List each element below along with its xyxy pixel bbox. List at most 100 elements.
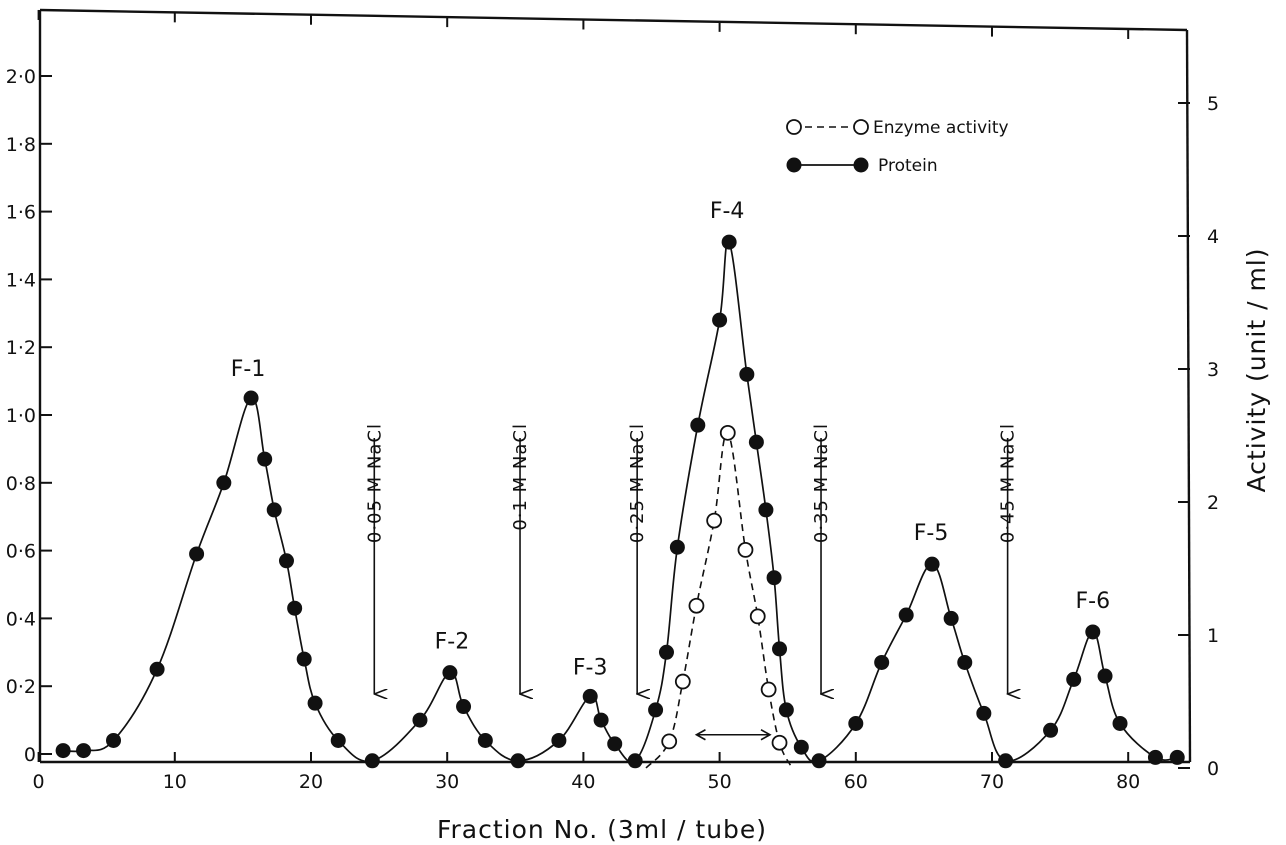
protein-point: [811, 753, 827, 769]
x-tick-label: 10: [163, 771, 187, 793]
right-y-tick-label: 3: [1207, 359, 1219, 381]
protein-point: [772, 641, 788, 657]
range-arrow-left-head: [694, 729, 706, 741]
left-y-tick-label: 0·6: [6, 541, 36, 563]
protein-point: [287, 600, 303, 616]
legend-protein-label: Protein: [878, 156, 938, 176]
left-y-tick-label: 0·4: [6, 608, 36, 630]
x-tick-label: 80: [1116, 771, 1140, 793]
enzyme-activity-point: [688, 597, 705, 614]
protein-point: [758, 502, 774, 518]
protein-point: [607, 736, 623, 752]
legend-enzyme-label: Enzyme activity: [873, 118, 1009, 138]
left-y-tick-label: 0: [24, 744, 36, 766]
protein-point: [278, 553, 294, 569]
protein-point: [1066, 671, 1082, 687]
protein-point: [1085, 624, 1101, 640]
peak-labels: F-1 F-2 F-3 F-4 F-5 F-6: [231, 199, 1110, 680]
peak-label: F-3: [573, 655, 608, 680]
enzyme-activity-point: [661, 733, 678, 750]
salt-arrow-label: 0·1 M NaCl: [510, 423, 531, 531]
protein-point: [1147, 749, 1163, 765]
protein-point: [456, 699, 472, 715]
protein-point: [106, 732, 122, 748]
protein-point: [669, 539, 685, 555]
protein-point: [712, 312, 728, 328]
range-arrow-right-head: [760, 729, 772, 741]
x-tick-label: 0: [33, 771, 45, 793]
plot-frame: [38, 8, 1192, 764]
protein-point: [848, 715, 864, 731]
protein-point: [551, 732, 567, 748]
x-tick-label: 40: [571, 771, 595, 793]
legend-enzyme-marker-left: [786, 119, 802, 135]
protein-point: [1097, 668, 1113, 684]
protein-point: [216, 475, 232, 491]
left-y-tick-label: 1·0: [6, 405, 36, 427]
x-axis-title: Fraction No. (3ml / tube): [437, 815, 767, 844]
protein-point: [1169, 749, 1185, 765]
protein-point: [55, 743, 71, 759]
protein-point: [364, 753, 380, 769]
protein-point: [412, 712, 428, 728]
protein-point: [739, 366, 755, 382]
protein-point: [296, 651, 312, 667]
enzyme-activity-point: [749, 608, 766, 625]
peak-label: F-1: [231, 357, 266, 382]
salt-arrow-label: 0·25 M NaCl: [627, 423, 648, 543]
left-y-tick-label: 2·0: [6, 66, 36, 88]
protein-point: [874, 654, 890, 670]
protein-point: [627, 753, 643, 769]
protein-point: [149, 661, 165, 677]
enzyme-activity-point: [760, 681, 777, 698]
right-y-axis-title: Activity (unit / ml): [1242, 248, 1271, 493]
enzyme-activity-point: [771, 734, 788, 751]
series-points: [55, 234, 1185, 769]
legend-enzyme-marker-right: [853, 119, 869, 135]
protein-point: [1112, 715, 1128, 731]
protein-point: [266, 502, 282, 518]
legend-protein-marker-right: [853, 157, 869, 173]
legend-protein-marker-left: [786, 157, 802, 173]
protein-point: [766, 570, 782, 586]
protein-point: [793, 739, 809, 755]
enzyme-activity-point: [719, 424, 736, 441]
peak-label: F-2: [435, 630, 470, 655]
axis-ticks: 0 10 20 30 40 50 60 70 8000·20·40·60·81·01·21·41…: [6, 9, 1219, 793]
peak-label: F-5: [914, 521, 949, 546]
right-y-tick-label: 0: [1207, 758, 1219, 780]
protein-point: [582, 688, 598, 704]
x-tick-label: 50: [708, 771, 732, 793]
left-y-tick-label: 1·4: [6, 269, 36, 291]
protein-point: [998, 753, 1014, 769]
protein-point: [307, 695, 323, 711]
x-tick-label: 20: [299, 771, 323, 793]
left-y-tick-label: 1·6: [6, 202, 36, 224]
protein-point: [721, 234, 737, 250]
protein-point: [976, 705, 992, 721]
right-y-tick-label: 1: [1207, 625, 1219, 647]
enzyme-activity-point: [674, 673, 691, 690]
x-tick-label: 70: [980, 771, 1004, 793]
salt-arrow-label: 0·35 M NaCl: [811, 423, 832, 543]
left-y-tick-label: 0·2: [6, 676, 36, 698]
x-tick-label: 60: [844, 771, 868, 793]
enzyme-activity-point: [737, 541, 754, 558]
protein-point: [243, 390, 259, 406]
protein-point: [189, 546, 205, 562]
salt-arrows: 0·05 M NaCl 0·1 M NaCl 0·25 M NaCl 0·35 M N…: [364, 423, 1018, 741]
right-y-tick-label: 2: [1207, 492, 1219, 514]
protein-point: [648, 702, 664, 718]
protein-point: [442, 665, 458, 681]
protein-point: [257, 451, 273, 467]
left-y-tick-label: 1·2: [6, 337, 36, 359]
protein-point: [510, 753, 526, 769]
protein-point: [748, 434, 764, 450]
protein-point: [477, 732, 493, 748]
protein-point: [898, 607, 914, 623]
left-y-tick-label: 0·8: [6, 473, 36, 495]
protein-point: [778, 702, 794, 718]
protein-point: [658, 644, 674, 660]
protein-point: [76, 743, 92, 759]
